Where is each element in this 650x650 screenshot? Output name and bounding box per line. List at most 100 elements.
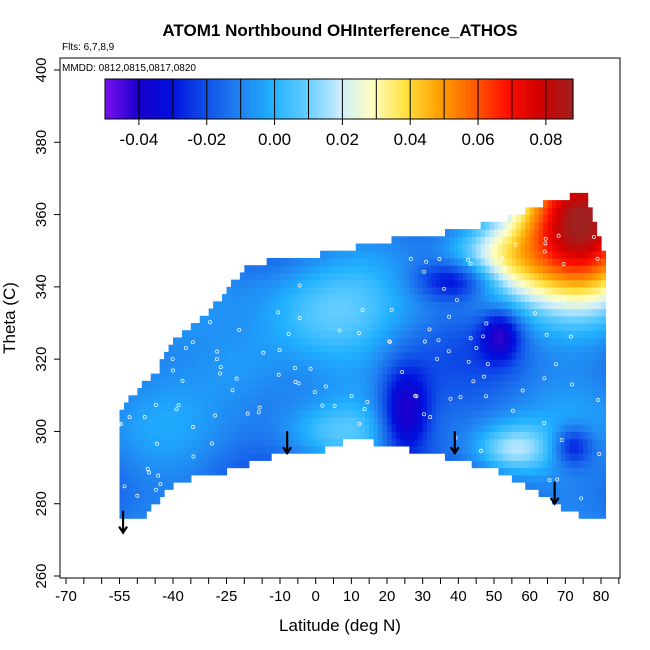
- heatmap-cell: [596, 301, 602, 310]
- heatmap-cell: [560, 221, 566, 230]
- heatmap-cell: [271, 351, 277, 360]
- heatmap-cell: [387, 416, 393, 425]
- heatmap-cell: [217, 330, 223, 339]
- heatmap-cell: [306, 301, 312, 310]
- heatmap-cell: [534, 243, 540, 252]
- heatmap-cell: [476, 344, 482, 353]
- heatmap-cell: [155, 496, 161, 505]
- heatmap-cell: [181, 380, 187, 389]
- heatmap-cell: [253, 416, 259, 425]
- heatmap-cell: [297, 257, 303, 266]
- dates-label: MMDD: 0812,0815,0817,0820: [62, 63, 196, 74]
- heatmap-cell: [485, 351, 491, 360]
- heatmap-cell: [489, 294, 495, 302]
- profile-arrows: [118, 431, 560, 535]
- heatmap-cell: [208, 388, 214, 396]
- heatmap-cell: [556, 294, 562, 302]
- heatmap-cell: [235, 453, 241, 461]
- observation-point: [555, 298, 560, 303]
- heatmap-cell: [476, 243, 482, 252]
- heatmap-cell: [333, 431, 339, 440]
- colorbar-swatch: [125, 79, 129, 119]
- heatmap-cell: [244, 359, 250, 367]
- heatmap-cell: [186, 431, 192, 440]
- heatmap-cell: [351, 308, 357, 317]
- heatmap-cell: [364, 344, 370, 353]
- heatmap-cell: [146, 489, 152, 498]
- heatmap-cell: [427, 438, 433, 447]
- heatmap-cell: [181, 474, 187, 483]
- heatmap-cell: [378, 388, 384, 396]
- heatmap-cell: [404, 272, 410, 281]
- heatmap-cell: [337, 337, 344, 346]
- heatmap-cell: [253, 323, 259, 331]
- heatmap-cell: [395, 424, 401, 433]
- heatmap-cell: [525, 438, 531, 447]
- heatmap-cell: [364, 366, 370, 375]
- heatmap-cell: [364, 294, 370, 302]
- heatmap-cell: [551, 330, 558, 339]
- heatmap-cell: [132, 438, 138, 447]
- heatmap-cell: [222, 460, 228, 469]
- heatmap-cell: [431, 286, 437, 295]
- heatmap-cell: [244, 366, 250, 375]
- heatmap-cell: [257, 380, 263, 389]
- heatmap-cell: [587, 388, 593, 396]
- heatmap-cell: [556, 438, 562, 447]
- observation-point: [276, 310, 281, 315]
- heatmap-cell: [342, 286, 348, 295]
- heatmap-cell: [387, 243, 393, 252]
- heatmap-cell: [471, 294, 477, 302]
- observation-point: [237, 327, 241, 332]
- heatmap-cell: [239, 351, 245, 360]
- heatmap-cell: [592, 453, 598, 461]
- heatmap-cell: [529, 416, 535, 425]
- heatmap-cell: [511, 416, 517, 425]
- heatmap-cell: [574, 445, 580, 454]
- heatmap-cell: [378, 308, 384, 317]
- heatmap-cell: [378, 243, 384, 252]
- observation-point: [286, 331, 291, 336]
- heatmap-cell: [551, 279, 558, 288]
- heatmap-cell: [458, 373, 464, 382]
- colorbar-swatch: [409, 79, 414, 119]
- heatmap-cell: [137, 474, 143, 483]
- heatmap-cell: [494, 380, 500, 389]
- heatmap-cell: [235, 308, 241, 317]
- heatmap-cell: [592, 257, 598, 266]
- heatmap-cell: [208, 467, 214, 476]
- colorbar-swatch: [282, 79, 287, 119]
- heatmap-cell: [128, 460, 134, 469]
- heatmap-cell: [551, 402, 558, 411]
- heatmap-cell: [266, 416, 272, 425]
- heatmap-cell: [529, 221, 535, 230]
- heatmap-cell: [413, 359, 419, 367]
- heatmap-cell: [395, 236, 401, 245]
- heatmap-cell: [395, 308, 401, 317]
- heatmap-cell: [583, 366, 589, 375]
- heatmap-cell: [543, 474, 549, 483]
- heatmap-cell: [297, 272, 303, 281]
- heatmap-cell: [213, 416, 219, 425]
- heatmap-cell: [529, 445, 535, 454]
- heatmap-cell: [364, 388, 370, 396]
- heatmap-cell: [168, 359, 174, 367]
- heatmap-cell: [560, 243, 566, 252]
- heatmap-cell: [253, 301, 259, 310]
- colorbar-swatch: [469, 79, 474, 119]
- heatmap-cell: [449, 236, 455, 245]
- heatmap-cell: [494, 301, 500, 310]
- heatmap-cell: [306, 315, 312, 324]
- heatmap-cell: [400, 344, 406, 353]
- heatmap-cell: [467, 323, 473, 331]
- heatmap-cell: [592, 250, 598, 259]
- heatmap-cell: [551, 373, 558, 382]
- heatmap-cell: [271, 409, 277, 418]
- heatmap-cell: [476, 445, 482, 454]
- heatmap-cell: [596, 236, 602, 245]
- heatmap-cell: [578, 236, 584, 245]
- heatmap-cell: [235, 416, 241, 425]
- heatmap-cell: [467, 409, 473, 418]
- heatmap-cell: [574, 315, 580, 324]
- heatmap-cell: [525, 330, 531, 339]
